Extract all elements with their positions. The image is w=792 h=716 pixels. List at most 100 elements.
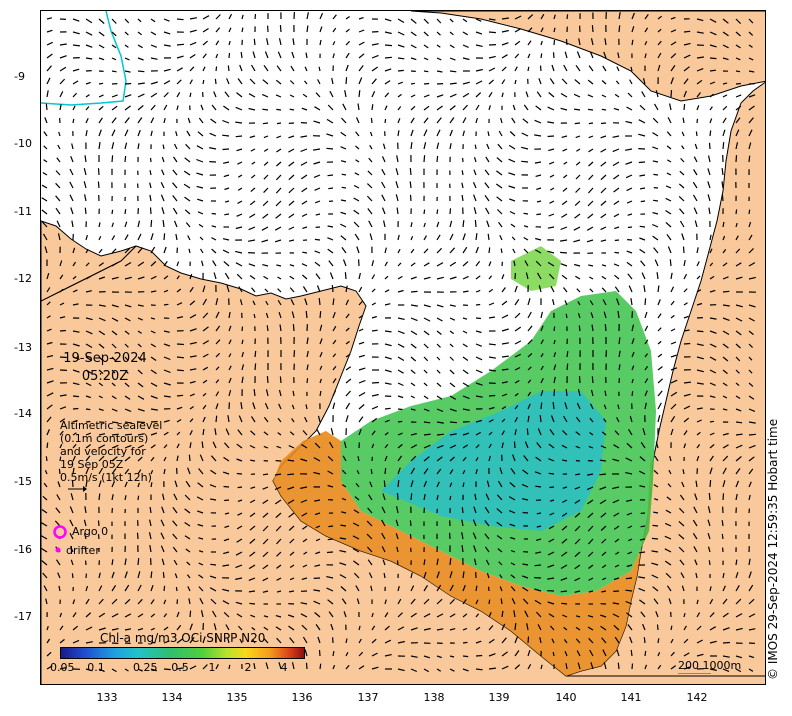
velocity-arrow (224, 213, 230, 216)
velocity-arrow (514, 298, 520, 306)
velocity-arrow (618, 350, 621, 358)
velocity-arrow (666, 145, 672, 150)
velocity-arrow (355, 117, 360, 124)
velocity-arrow (722, 572, 725, 579)
velocity-arrow (436, 94, 444, 98)
velocity-arrow (187, 586, 191, 592)
map-panel[interactable] (40, 10, 766, 685)
velocity-arrow (627, 273, 633, 280)
velocity-arrow (501, 300, 508, 306)
velocity-arrow (462, 571, 465, 579)
velocity-arrow (137, 613, 144, 618)
velocity-arrow (163, 68, 171, 72)
velocity-arrow (163, 31, 171, 35)
velocity-arrow (462, 668, 469, 672)
velocity-arrow (384, 369, 392, 373)
velocity-arrow (83, 519, 87, 527)
velocity-arrow (587, 473, 594, 476)
velocity-arrow (275, 79, 282, 85)
velocity-arrow (462, 369, 469, 375)
velocity-arrow (604, 390, 607, 397)
velocity-arrow (618, 25, 621, 33)
velocity-arrow (210, 469, 217, 475)
velocity-arrow (449, 421, 458, 424)
velocity-arrow (613, 444, 620, 449)
velocity-arrow (384, 599, 387, 605)
velocity-arrow (410, 330, 418, 336)
velocity-arrow (314, 238, 321, 241)
velocity-arrow (462, 482, 465, 488)
velocity-arrow (111, 262, 118, 267)
velocity-arrow (488, 599, 491, 605)
velocity-arrow (475, 654, 483, 657)
velocity-arrow (449, 317, 456, 321)
velocity-arrow (111, 57, 117, 61)
velocity-arrow (589, 288, 594, 293)
velocity-arrow (163, 260, 168, 267)
velocity-arrow (318, 649, 321, 657)
velocity-arrow (250, 187, 256, 193)
velocity-arrow (397, 44, 405, 48)
velocity-arrow (475, 343, 483, 347)
velocity-arrow (319, 26, 323, 33)
velocity-arrow (670, 16, 676, 20)
velocity-arrow (423, 94, 430, 98)
velocity-arrow (342, 103, 347, 111)
velocity-arrow (560, 251, 568, 254)
velocity-arrow (85, 44, 93, 48)
velocity-arrow (522, 511, 529, 514)
velocity-arrow (368, 220, 373, 228)
velocity-arrow (261, 239, 269, 243)
velocity-arrow (124, 261, 132, 267)
velocity-arrow (709, 467, 713, 475)
velocity-arrow (614, 286, 620, 293)
velocity-arrow (735, 369, 740, 374)
velocity-arrow (462, 44, 469, 48)
velocity-arrow (514, 285, 518, 293)
velocity-arrow (173, 156, 178, 163)
velocity-arrow (617, 311, 620, 319)
velocity-arrow (340, 586, 347, 592)
velocity-arrow (707, 168, 711, 176)
velocity-arrow (696, 79, 703, 85)
velocity-arrow (601, 264, 607, 267)
velocity-arrow (343, 611, 347, 618)
velocity-arrow (215, 40, 220, 46)
velocity-arrow (591, 324, 594, 332)
velocity-arrow (722, 129, 726, 137)
velocity-arrow (46, 416, 52, 423)
velocity-arrow (625, 120, 633, 124)
velocity-arrow (235, 564, 243, 569)
velocity-arrow (150, 641, 156, 644)
velocity-arrow (664, 535, 672, 540)
velocity-arrow (356, 470, 360, 475)
velocity-arrow (124, 155, 127, 163)
velocity-arrow (449, 584, 454, 592)
velocity-arrow (371, 288, 376, 293)
velocity-arrow (722, 290, 730, 293)
velocity-arrow (436, 382, 442, 388)
velocity-arrow (252, 300, 256, 306)
velocity-arrow (653, 511, 659, 514)
velocity-arrow (436, 18, 442, 24)
velocity-arrow (562, 187, 568, 192)
velocity-arrow (670, 665, 677, 670)
velocity-arrow (423, 304, 431, 308)
velocity-arrow (366, 183, 373, 189)
velocity-arrow (475, 44, 483, 47)
velocity-arrow (196, 510, 204, 514)
velocity-arrow (449, 261, 457, 267)
velocity-arrow (209, 575, 217, 579)
velocity-arrow (600, 122, 607, 125)
velocity-arrow (709, 289, 716, 293)
velocity-arrow (735, 262, 742, 267)
velocity-arrow (410, 408, 416, 411)
velocity-arrow (215, 664, 219, 670)
velocity-arrow (449, 444, 457, 449)
velocity-arrow (289, 551, 295, 556)
velocity-arrow (410, 31, 417, 37)
velocity-arrow (124, 558, 127, 566)
velocity-arrow (575, 445, 581, 449)
velocity-arrow (748, 94, 756, 98)
velocity-arrow (111, 276, 119, 280)
